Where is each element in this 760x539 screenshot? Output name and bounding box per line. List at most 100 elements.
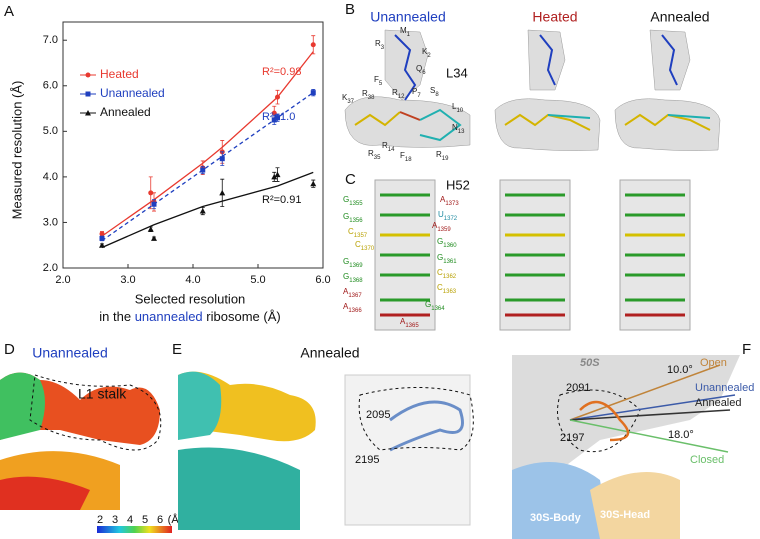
residue-number: 35 [374, 155, 381, 161]
state-label: Unannealed [695, 382, 754, 394]
r-squared: R²=0.91 [262, 194, 301, 206]
residue-number: 5 [379, 81, 383, 87]
fit-line [101, 92, 314, 242]
residue-name: C [348, 227, 354, 236]
residue-name: S [430, 86, 435, 95]
point [99, 235, 105, 241]
residue-number: 1366 [348, 308, 362, 314]
angle-label: 10.0° [667, 364, 693, 376]
residue-label: L10 [452, 102, 464, 113]
panel-title: Annealed [300, 345, 359, 361]
residue-name: Q [416, 64, 422, 73]
residue-label: N13 [452, 123, 465, 134]
residue-label: 2091 [566, 382, 590, 394]
x-tick-label: 4.0 [185, 274, 200, 286]
panel-title: Unannealed [32, 345, 108, 361]
residue-name: K [422, 47, 428, 56]
residue-number: 1372 [444, 216, 458, 222]
residue-number: 1361 [443, 259, 457, 265]
residue-number: 18 [405, 157, 412, 163]
density-maps [178, 371, 474, 530]
rna-maps [374, 179, 691, 331]
residue-label: R3 [375, 39, 385, 50]
point [151, 201, 157, 207]
residue-number: 10 [456, 108, 463, 114]
residue-name: A [400, 317, 406, 326]
point [271, 173, 278, 180]
region-label: 30S-Head [600, 509, 650, 521]
residue-label: A1373 [440, 195, 459, 206]
legend-marker [85, 110, 91, 116]
residue-number: 1356 [349, 218, 363, 224]
residue-label: A1359 [432, 221, 451, 232]
residue-number: 1355 [349, 201, 363, 207]
residue-number: 1359 [437, 227, 451, 233]
x-axis-label: Selected resolution [135, 291, 246, 306]
residue-label: G1355 [343, 195, 363, 206]
y-tick-label: 4.0 [43, 171, 58, 183]
panel-label: C [345, 171, 356, 188]
residue-label: G1364 [425, 300, 445, 311]
fit-line [101, 51, 314, 237]
residue-number: 6 [422, 70, 426, 76]
point [148, 190, 154, 196]
point [99, 242, 105, 248]
residue-label: G1368 [343, 272, 363, 283]
point [310, 180, 317, 187]
residue-name: G [343, 272, 349, 281]
residue-label: A1365 [400, 317, 419, 328]
column-title: Unannealed [370, 9, 446, 25]
residue-name: A [343, 287, 349, 296]
residue-name: C [437, 268, 443, 277]
residue-label: F5 [374, 75, 383, 86]
colorbar-label: 4 [127, 514, 133, 526]
residue-number: 1360 [443, 243, 457, 249]
residue-name: A [440, 195, 446, 204]
colorbar-label: 3 [112, 514, 118, 526]
y-tick-label: 2.0 [43, 262, 58, 274]
residue-name: M [400, 26, 407, 35]
residue-number: 1368 [349, 278, 363, 284]
residue-number: 1364 [431, 306, 445, 312]
panel-label: A [4, 3, 14, 20]
x-tick-label: 2.0 [55, 274, 70, 286]
residue-number: 13 [458, 129, 465, 135]
point [219, 156, 225, 162]
residue-number: 8 [435, 92, 439, 98]
residue-name: L [452, 102, 457, 111]
point [275, 115, 280, 121]
panel-label: D [4, 341, 15, 358]
panel-label: E [172, 341, 182, 358]
legend-label: Heated [100, 67, 139, 81]
x-tick-label: 5.0 [250, 274, 265, 286]
residue-name: G [343, 212, 349, 221]
residue-name: C [355, 240, 361, 249]
residue-label: A1366 [343, 302, 362, 313]
residue-name: R [375, 39, 381, 48]
residue-label: G1356 [343, 212, 363, 223]
region-label: H52 [446, 177, 470, 192]
residue-label: C1370 [355, 240, 375, 251]
residue-label: F18 [400, 151, 412, 162]
legend-marker [85, 72, 91, 78]
region-label: L34 [446, 65, 468, 80]
residue-name: A [343, 302, 349, 311]
residue-label: K2 [422, 47, 431, 58]
residue-number: 1357 [354, 233, 368, 239]
legend-label: Annealed [100, 105, 151, 119]
residue-label: C1363 [437, 283, 457, 294]
colorbar-label: 2 [97, 514, 103, 526]
residue-name: U [438, 210, 444, 219]
residue-number: 1369 [349, 263, 363, 269]
x-tick-label: 6.0 [315, 274, 330, 286]
residue-number: 38 [368, 95, 375, 101]
residue-label: R38 [362, 89, 375, 100]
residue-name: G [437, 237, 443, 246]
point [275, 94, 280, 100]
plot-frame [62, 21, 324, 269]
point [147, 226, 154, 232]
y-tick-label: 5.0 [43, 125, 58, 137]
y-tick-label: 3.0 [43, 216, 58, 228]
structure-diagram [512, 355, 740, 539]
residue-label: R14 [382, 141, 395, 152]
